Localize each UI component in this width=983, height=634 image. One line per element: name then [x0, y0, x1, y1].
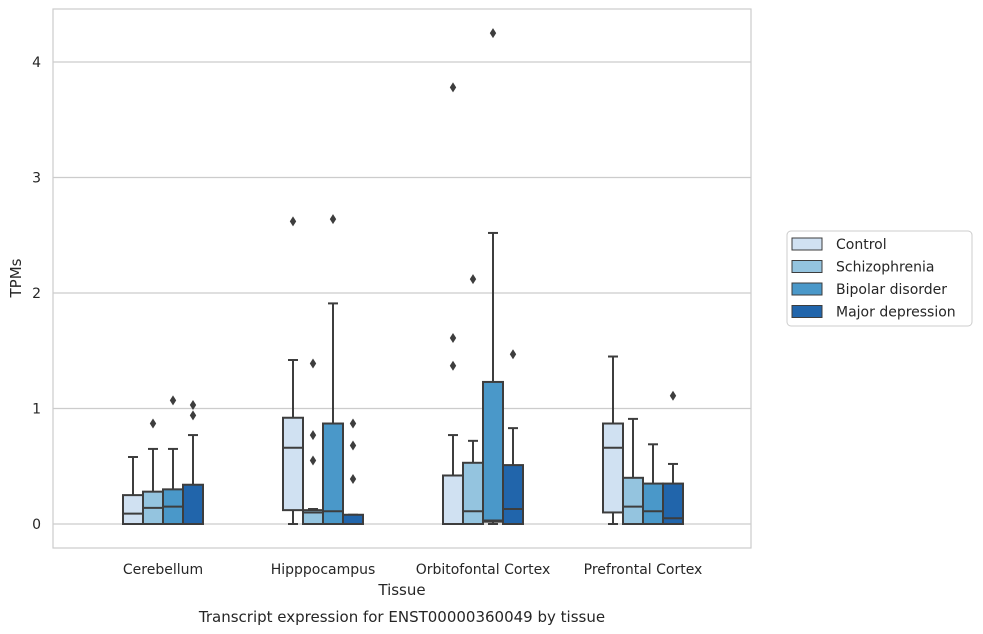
x-axis-label: Tissue: [377, 581, 425, 599]
box-0-3: [602, 355, 624, 525]
box-3-2: [502, 349, 524, 525]
box-1-3: [622, 417, 644, 525]
box-body: [182, 483, 204, 526]
box-3-0: [182, 400, 204, 526]
chart-caption: Transcript expression for ENST0000036004…: [198, 608, 605, 626]
legend-label-3: Major depression: [836, 305, 956, 321]
box-series: [122, 28, 684, 526]
outlier-point-0: [169, 395, 177, 406]
legend-swatch-0: [791, 237, 823, 251]
outlier-point-0: [189, 410, 197, 421]
outlier-point-0: [509, 349, 517, 360]
box-body: [502, 464, 524, 525]
x-axis-ticks: Cerebellum Hipppocampus Orbitofontal Corte…: [123, 562, 702, 578]
legend-label-1: Schizophrenia: [836, 260, 934, 276]
outlier-point-0: [289, 216, 297, 227]
legend-label-2: Bipolar disorder: [836, 282, 947, 298]
outlier-point-1: [349, 440, 357, 451]
box-1-1: [302, 358, 324, 526]
legend: Control Schizophrenia Bipolar disorder Majo…: [786, 230, 973, 327]
box-3-3: [662, 390, 684, 526]
series-schizophrenia: [142, 274, 644, 526]
outlier-point-1: [189, 400, 197, 411]
box-1-2: [462, 274, 484, 526]
outlier-point-1: [309, 430, 317, 441]
y-tick-label-1: 1: [32, 402, 41, 418]
box-body: [482, 380, 504, 523]
box-body: [622, 476, 644, 525]
y-tick-label-2: 2: [32, 286, 41, 302]
box-2-3: [642, 443, 664, 526]
series-major-depression: [182, 349, 684, 526]
outlier-point-0: [149, 418, 157, 429]
outlier-point-2: [309, 358, 317, 369]
outlier-point-0: [669, 390, 677, 401]
outlier-point-2: [449, 82, 457, 93]
plot-frame: [52, 8, 752, 549]
x-tick-label-2: Orbitofontal Cortex: [416, 562, 551, 578]
box-body: [122, 494, 144, 525]
x-tick-label-0: Cerebellum: [123, 562, 203, 578]
box-body: [462, 461, 484, 526]
box-3-1: [342, 418, 364, 526]
box-1-0: [142, 418, 164, 526]
x-tick-label-1: Hipppocampus: [271, 562, 376, 578]
legend-swatch-2: [791, 282, 823, 296]
box-0-0: [122, 456, 144, 525]
series-bipolar-disorder: [162, 28, 664, 526]
box-body: [602, 422, 624, 514]
y-tick-label-4: 4: [32, 55, 41, 71]
box-body: [282, 416, 304, 512]
outlier-point-0: [329, 214, 337, 225]
x-tick-label-3: Prefrontal Cortex: [584, 562, 703, 578]
box-0-2: [442, 82, 464, 525]
box-body: [662, 482, 684, 526]
outlier-point-0: [349, 473, 357, 484]
box-2-2: [482, 28, 504, 525]
grid-lines: [53, 61, 751, 525]
legend-label-0: Control: [836, 237, 887, 253]
legend-swatch-1: [791, 260, 823, 273]
box-body: [642, 482, 664, 526]
box-2-0: [162, 395, 184, 526]
legend-frame: [786, 230, 973, 327]
box-body: [342, 513, 364, 526]
outlier-point-0: [469, 274, 477, 285]
outlier-point-0: [309, 455, 317, 466]
y-axis-label: TPMs: [7, 258, 25, 298]
box-2-1: [322, 214, 344, 526]
box-body: [442, 474, 464, 525]
y-tick-label-0: 0: [32, 517, 41, 533]
outlier-point-1: [449, 333, 457, 344]
box-body: [322, 422, 344, 526]
outlier-point-2: [349, 418, 357, 429]
outlier-point-0: [449, 360, 457, 371]
series-control: [122, 82, 624, 525]
y-tick-label-3: 3: [32, 171, 41, 187]
outlier-point-0: [489, 28, 497, 39]
legend-swatch-3: [791, 305, 823, 318]
box-0-1: [282, 216, 304, 525]
y-axis-ticks: 0 1 2 3 4: [32, 55, 41, 533]
